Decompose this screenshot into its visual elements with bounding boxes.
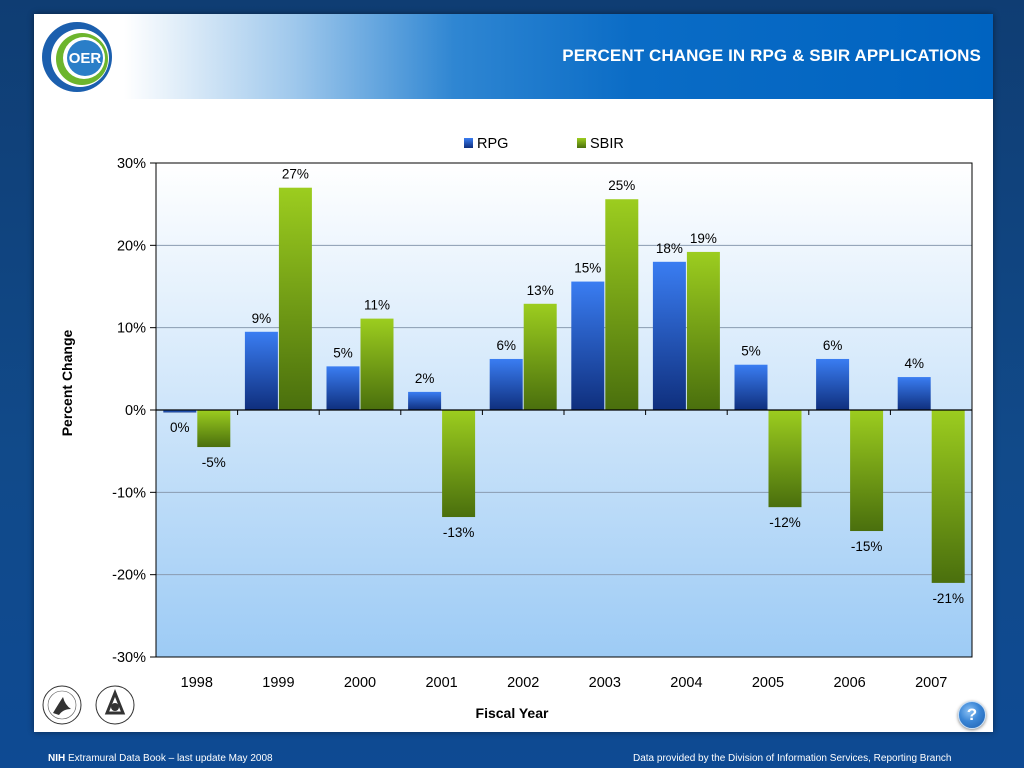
bar-sbir-2004 [686, 251, 720, 410]
slide-title: PERCENT CHANGE IN RPG & SBIR APPLICATION… [562, 46, 981, 65]
footer-left-text: Extramural Data Book – last update May 2… [65, 753, 273, 764]
logo-text: OER [69, 50, 102, 67]
bar-rpg-1998 [163, 410, 197, 413]
bar-rpg-2003 [571, 281, 605, 410]
bar-rpg-2000 [326, 366, 360, 410]
slide: OER PERCENT CHANGE IN RPG & SBIR APPLICA… [34, 14, 993, 732]
oer-logo: OER [42, 22, 112, 92]
y-axis-title: Percent Change [59, 329, 75, 436]
y-tick-label: 10% [117, 321, 146, 337]
x-tick-label: 2006 [833, 675, 865, 691]
bar-sbir-2000 [360, 318, 394, 410]
bar-rpg-2005 [734, 364, 768, 410]
data-label-sbir-2006: -15% [851, 539, 883, 554]
bar-sbir-2001 [442, 410, 476, 518]
bars [163, 187, 965, 583]
y-tick-label: -30% [112, 650, 146, 666]
data-label-sbir-2000: 11% [364, 298, 390, 313]
x-axis-title: Fiscal Year [476, 705, 549, 721]
data-label-rpg-1999: 9% [252, 311, 272, 326]
bar-sbir-2003 [605, 199, 639, 410]
x-tick-label: 2001 [425, 675, 457, 691]
data-label-sbir-2001: -13% [443, 525, 475, 540]
footer-right: Data provided by the Division of Informa… [633, 753, 952, 764]
data-label-sbir-1998: -5% [202, 455, 226, 470]
x-tick-label: 2004 [670, 675, 702, 691]
y-tick-label: -20% [112, 568, 146, 584]
data-label-rpg-2001: 2% [415, 371, 435, 386]
x-tick-label: 1999 [262, 675, 294, 691]
footer: NIH Extramural Data Book – last update M… [0, 740, 1024, 768]
y-tick-label: 20% [117, 238, 146, 254]
data-label-rpg-2007: 4% [904, 356, 924, 371]
bar-rpg-2001 [408, 391, 442, 410]
legend: RPG SBIR [464, 136, 624, 152]
data-label-rpg-2000: 5% [333, 345, 353, 360]
y-tick-label: 30% [117, 156, 146, 172]
bar-sbir-2002 [523, 303, 557, 410]
bar-rpg-2006 [816, 358, 850, 410]
data-label-rpg-1998: 0% [170, 420, 190, 435]
bar-sbir-2007 [931, 410, 965, 583]
agency-logos [42, 685, 135, 725]
x-tick-label: 2005 [752, 675, 784, 691]
data-label-rpg-2003: 15% [574, 261, 601, 276]
axes [150, 162, 973, 658]
legend-label-sbir: SBIR [590, 136, 624, 152]
data-label-rpg-2006: 6% [823, 338, 843, 353]
data-label-sbir-2005: -12% [769, 515, 801, 530]
data-label-rpg-2005: 5% [741, 344, 761, 359]
bar-sbir-1999 [278, 187, 312, 410]
bar-sbir-1998 [197, 410, 231, 448]
data-label-sbir-2003: 25% [608, 178, 635, 193]
data-label-sbir-2002: 13% [527, 283, 554, 298]
x-tick-label: 2000 [344, 675, 376, 691]
legend-label-rpg: RPG [477, 136, 508, 152]
x-tick-label: 2002 [507, 675, 539, 691]
bar-sbir-2006 [850, 410, 884, 532]
footer-nih: NIH [48, 753, 66, 764]
bar-rpg-1999 [244, 331, 278, 410]
data-label-rpg-2002: 6% [496, 338, 516, 353]
x-tick-label: 2007 [915, 675, 947, 691]
y-tick-label: -10% [112, 485, 146, 501]
bar-rpg-2004 [652, 261, 686, 410]
nih-logo-icon [95, 685, 135, 725]
data-label-sbir-2004: 19% [690, 231, 717, 246]
labels: -30% -20% -10% 0% 10% 20% 30% 0% -5% 1998 9% 27% 199… [112, 156, 964, 691]
y-tick-label: 0% [125, 403, 146, 419]
bar-rpg-2007 [897, 377, 931, 410]
legend-swatch-rpg [464, 138, 473, 148]
help-button[interactable]: ? [958, 701, 986, 729]
data-label-rpg-2004: 18% [656, 241, 683, 256]
legend-swatch-sbir [577, 138, 586, 148]
data-label-sbir-1999: 27% [282, 167, 309, 182]
header-bar: OER PERCENT CHANGE IN RPG & SBIR APPLICA… [34, 14, 993, 99]
bar-rpg-2002 [489, 358, 523, 410]
footer-left: NIH Extramural Data Book – last update M… [48, 753, 273, 764]
bar-chart: -30% -20% -10% 0% 10% 20% 30% 0% -5% 1998 9% 27% 199… [59, 136, 973, 721]
bar-sbir-2005 [768, 410, 802, 508]
hhs-seal-icon [42, 685, 82, 725]
data-label-sbir-2007: -21% [932, 591, 964, 606]
x-tick-label: 1998 [181, 675, 213, 691]
x-tick-label: 2003 [589, 675, 621, 691]
